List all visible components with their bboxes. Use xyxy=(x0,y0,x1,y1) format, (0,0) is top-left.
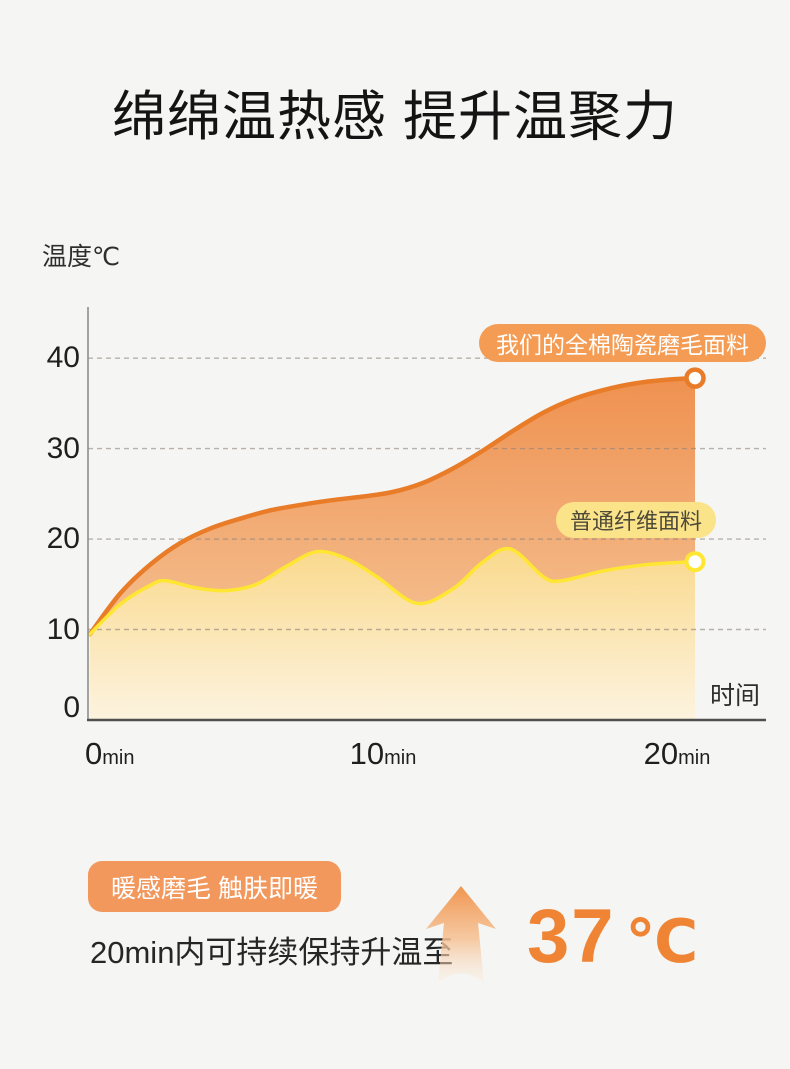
x-tick-unit: min xyxy=(102,747,135,769)
ordinary-endpoint-marker xyxy=(684,551,706,573)
x-tick-0min: 0min xyxy=(85,736,134,772)
x-tick-20min: 20min xyxy=(612,736,742,772)
x-tick-number: 20 xyxy=(643,736,679,771)
page-title: 绵绵温热感 提升温聚力 xyxy=(111,87,678,147)
ordinary-curve xyxy=(88,546,697,636)
temperature-chart xyxy=(87,307,766,722)
x-tick-unit: min xyxy=(678,747,711,769)
y-tick-30: 30 xyxy=(46,431,80,465)
temperature-value: 37 xyxy=(527,894,616,979)
y-axis-title: 温度℃ xyxy=(42,243,121,271)
x-tick-10min: 10min xyxy=(318,736,448,772)
x-tick-unit: min xyxy=(384,747,417,769)
up-arrow-icon xyxy=(426,886,496,983)
y-tick-20: 20 xyxy=(46,522,80,556)
temperature-unit: ℃ xyxy=(625,908,699,975)
x-tick-number: 0 xyxy=(85,736,103,771)
y-tick-10: 10 xyxy=(46,612,80,646)
x-tick-number: 10 xyxy=(349,736,385,771)
y-tick-0: 0 xyxy=(63,691,80,724)
ours-endpoint-marker xyxy=(684,367,706,389)
ordinary-area xyxy=(90,548,695,719)
series-label-ordinary: 普通纤维面料 xyxy=(556,502,717,538)
callout-description: 20min内可持续保持升温至 xyxy=(90,935,454,970)
series-label-ours: 我们的全棉陶瓷磨毛面料 xyxy=(479,324,766,362)
ours-curve xyxy=(87,375,698,637)
warm-feature-badge: 暖感磨毛 触肤即暖 xyxy=(88,861,341,912)
x-axis-title: 时间 xyxy=(710,682,761,710)
y-tick-40: 40 xyxy=(46,341,80,375)
temperature-reading: 37 ℃ xyxy=(527,893,698,980)
